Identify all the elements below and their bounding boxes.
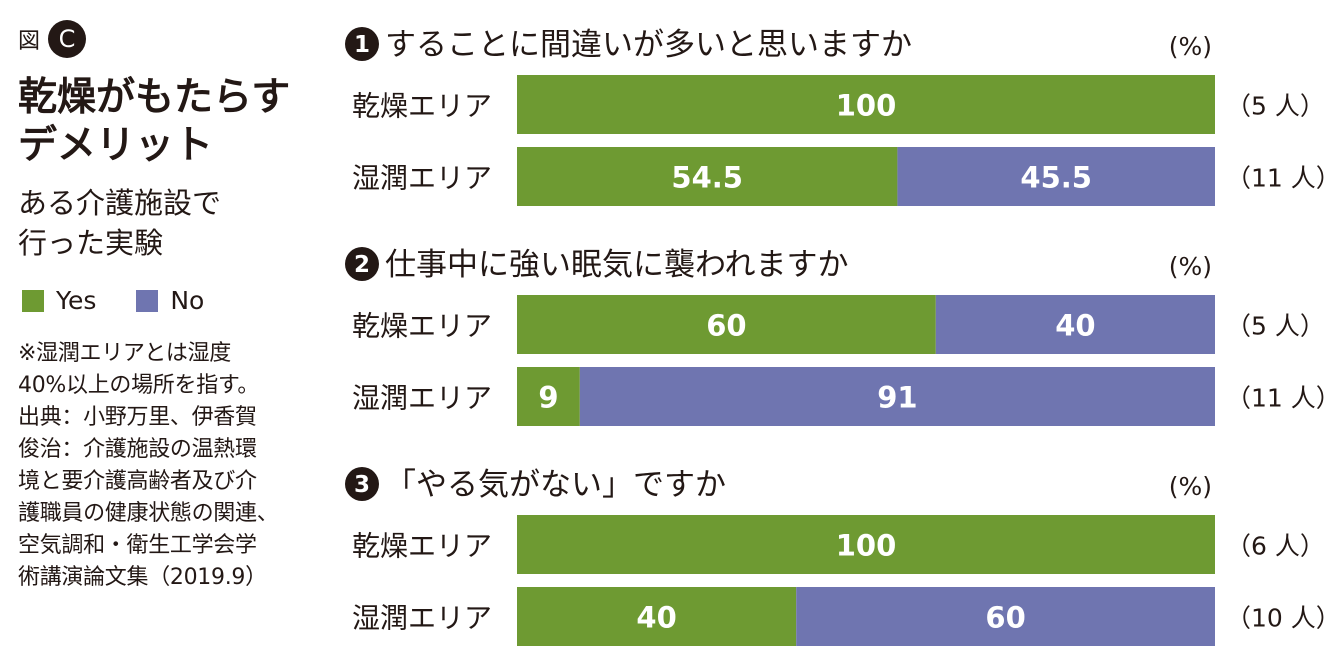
unit-label: (%) <box>1169 32 1212 61</box>
legend-swatch-yes <box>22 289 44 312</box>
data-label-yes: 100 <box>836 89 897 123</box>
source-note: ※湿潤エリアとは湿度 40%以上の場所を指す。 出典：小野万里、伊香賀 俊治：介… <box>18 338 336 594</box>
title-line-2: デメリット <box>18 123 214 168</box>
category-label: 乾燥エリア <box>352 90 492 123</box>
subtitle-line-1: ある介護施設で <box>18 186 222 220</box>
bar-yes <box>517 75 1215 134</box>
legend-swatch-no <box>136 289 159 312</box>
chart-title: 乾燥がもたらす デメリット <box>18 74 338 170</box>
legend-label-no: No <box>170 286 205 315</box>
category-label: 乾燥エリア <box>352 310 492 343</box>
note-line: 40%以上の場所を指す。 <box>18 373 260 398</box>
respondent-count: （11 人） <box>1226 164 1340 193</box>
note-line: 俊治：介護施設の温熱環 <box>18 437 257 462</box>
note-line: 術講演論文集（2019.9） <box>18 565 267 590</box>
respondent-count: （5 人） <box>1226 312 1325 341</box>
category-label: 乾燥エリア <box>352 530 492 563</box>
bar-yes <box>517 515 1215 574</box>
legend: Yes No <box>22 286 244 315</box>
bar-no <box>935 295 1215 354</box>
category-label: 湿潤エリア <box>352 602 492 635</box>
bar-no <box>897 147 1215 206</box>
legend-label-yes: Yes <box>56 286 97 315</box>
data-label-no: 91 <box>877 381 917 415</box>
legend-item-yes: Yes <box>22 286 96 315</box>
bar-yes <box>517 367 580 426</box>
data-label-yes: 54.5 <box>671 161 743 195</box>
respondent-count: （11 人） <box>1226 384 1340 413</box>
title-line-1: 乾燥がもたらす <box>18 75 291 120</box>
note-line: 空気調和・衛生工学会学 <box>18 533 257 558</box>
bar-yes <box>517 147 898 206</box>
data-label-yes: 60 <box>706 309 746 343</box>
data-label-no: 60 <box>985 601 1025 635</box>
note-line: 護職員の健康状態の関連、 <box>18 501 279 526</box>
category-label: 湿潤エリア <box>352 162 492 195</box>
respondent-count: （6 人） <box>1226 532 1325 561</box>
question-number: 2 <box>354 252 370 278</box>
category-label: 湿潤エリア <box>352 382 492 415</box>
respondent-count: （5 人） <box>1226 92 1325 121</box>
note-line: 出典：小野万里、伊香賀 <box>18 405 257 430</box>
bar-no <box>579 367 1215 426</box>
question-number-circle <box>345 247 379 281</box>
data-label-no: 40 <box>1055 309 1095 343</box>
note-line: ※湿潤エリアとは湿度 <box>18 341 231 366</box>
unit-label: (%) <box>1169 472 1212 501</box>
bar-yes <box>517 295 936 354</box>
figure-tag: 図 C <box>18 20 87 58</box>
bar-yes <box>517 587 797 646</box>
question-number-circle <box>345 467 379 501</box>
figure-label: 図 <box>18 29 41 54</box>
question-number-circle <box>345 27 379 61</box>
data-label-no: 45.5 <box>1020 161 1092 195</box>
question-number: 1 <box>354 32 370 58</box>
question-text: することに間違いが多いと思いますか <box>385 27 912 63</box>
question-text: 「やる気がない」ですか <box>385 467 726 503</box>
note-line: 境と要介護高齢者及び介 <box>18 469 257 494</box>
data-label-yes: 9 <box>538 381 558 415</box>
figure-letter: C <box>48 20 87 58</box>
question-number: 3 <box>354 472 370 498</box>
legend-item-no: No <box>136 286 204 315</box>
chart-subtitle: ある介護施設で 行った実験 <box>18 183 318 263</box>
unit-label: (%) <box>1169 252 1212 281</box>
data-label-yes: 40 <box>636 601 676 635</box>
question-text: 仕事中に強い眠気に襲われますか <box>385 247 848 283</box>
subtitle-line-2: 行った実験 <box>18 226 164 260</box>
bar-no <box>796 587 1215 646</box>
respondent-count: （10 人） <box>1226 604 1340 633</box>
data-label-yes: 100 <box>836 529 897 563</box>
